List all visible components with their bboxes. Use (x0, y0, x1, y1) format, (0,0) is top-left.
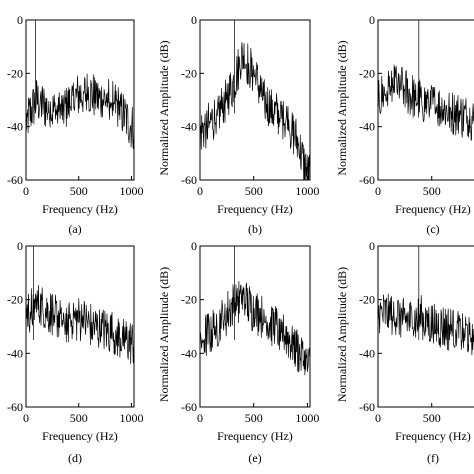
spectrum-trace (378, 64, 474, 141)
y-tick-label: -40 (7, 120, 23, 134)
panel-label: (f) (427, 451, 439, 465)
x-tick-label: 0 (197, 184, 203, 198)
y-tick-label: -60 (359, 173, 375, 187)
y-tick-label: -20 (181, 66, 197, 80)
x-tick-label: 500 (423, 184, 441, 198)
x-axis-label: Frequency (Hz) (217, 202, 293, 216)
x-tick-label: 0 (23, 411, 29, 425)
x-tick-label: 1000 (295, 411, 319, 425)
x-tick-label: 1000 (295, 184, 319, 198)
y-tick-label: 0 (17, 13, 23, 27)
y-tick-label: -40 (359, 120, 375, 134)
plot-frame (377, 245, 474, 408)
y-tick-label: -40 (359, 346, 375, 360)
x-axis-label: Frequency (Hz) (217, 429, 293, 443)
x-tick-label: 1000 (119, 411, 143, 425)
x-tick-label: 500 (245, 184, 263, 198)
panel-label: (c) (426, 222, 439, 236)
spectrum-trace (200, 42, 310, 180)
spectrum-trace (26, 284, 134, 365)
y-axis-label: Normalized Amplitude (dB) (157, 267, 171, 402)
y-tick-label: -60 (359, 400, 375, 414)
spectrum-trace (378, 293, 474, 356)
y-tick-label: -60 (7, 400, 23, 414)
spectrum-trace (26, 73, 134, 150)
panel-label: (a) (68, 222, 81, 236)
y-tick-label: -20 (181, 293, 197, 307)
y-axis-label: Normalized Amplitude (dB) (335, 267, 349, 402)
plot-frame (25, 19, 135, 181)
x-tick-label: 500 (70, 184, 88, 198)
y-tick-label: -20 (7, 293, 23, 307)
x-axis-label: Frequency (Hz) (395, 202, 471, 216)
y-axis-label: Normalized Amplitude (dB) (157, 40, 171, 175)
y-tick-label: -20 (359, 293, 375, 307)
x-axis-label: Frequency (Hz) (42, 429, 118, 443)
x-tick-label: 500 (245, 411, 263, 425)
y-tick-label: -60 (7, 173, 23, 187)
y-axis-label: Normalized Amplitude (dB) (335, 40, 349, 175)
y-tick-label: -40 (7, 346, 23, 360)
x-axis-label: Frequency (Hz) (42, 202, 118, 216)
y-tick-label: 0 (191, 239, 197, 253)
y-tick-label: -40 (181, 120, 197, 134)
x-axis-label: Frequency (Hz) (395, 429, 471, 443)
x-tick-label: 1000 (119, 184, 143, 198)
y-tick-label: 0 (17, 239, 23, 253)
y-tick-label: -20 (359, 66, 375, 80)
plot-frame (25, 245, 135, 408)
x-tick-label: 500 (70, 411, 88, 425)
spectrum-trace (200, 280, 310, 376)
plot-frame (199, 19, 311, 181)
y-tick-label: 0 (369, 13, 375, 27)
x-tick-label: 0 (375, 411, 381, 425)
panel-label: (d) (68, 451, 82, 465)
y-tick-label: 0 (369, 239, 375, 253)
x-tick-label: 0 (375, 184, 381, 198)
x-tick-label: 0 (23, 184, 29, 198)
y-tick-label: -20 (7, 66, 23, 80)
y-tick-label: -60 (181, 173, 197, 187)
y-tick-label: 0 (191, 13, 197, 27)
panel-label: (b) (248, 222, 262, 236)
y-tick-label: -60 (181, 400, 197, 414)
panel-label: (e) (248, 451, 261, 465)
x-tick-label: 0 (197, 411, 203, 425)
plot-frame (377, 19, 474, 181)
y-tick-label: -40 (181, 346, 197, 360)
x-tick-label: 500 (423, 411, 441, 425)
plot-frame (199, 245, 311, 408)
